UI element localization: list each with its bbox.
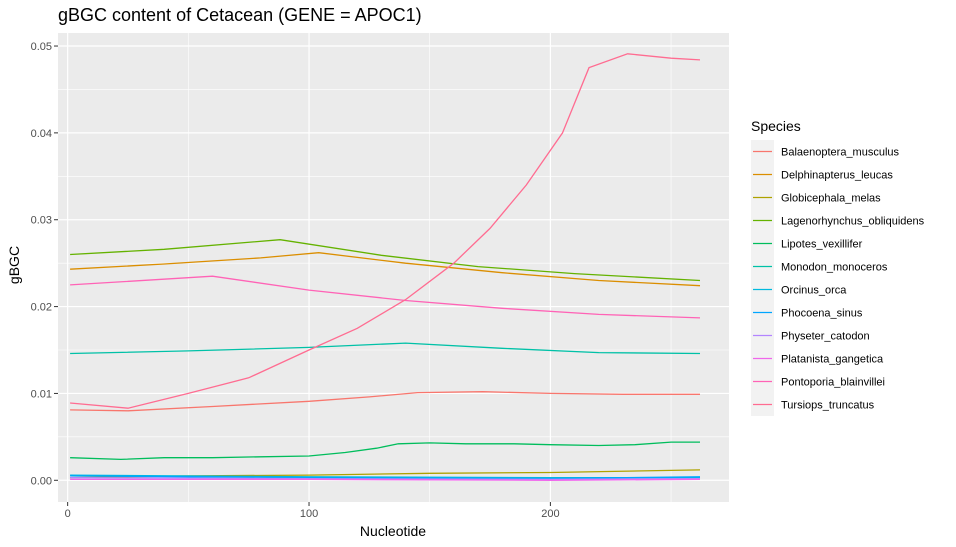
y-axis-title: gBGC: [6, 246, 22, 284]
legend-label: Delphinapterus_leucas: [781, 170, 893, 182]
legend-item: Globicephala_melas: [751, 186, 881, 209]
legend-label: Platanista_gangetica: [781, 354, 884, 366]
legend-label: Phocoena_sinus: [781, 308, 863, 320]
legend-item: Lipotes_vexillifer: [751, 232, 863, 255]
legend-label: Tursiops_truncatus: [781, 400, 875, 412]
legend-label: Lipotes_vexillifer: [781, 239, 863, 251]
plot-panel: [58, 33, 729, 502]
series-line-Physeter_catodon: [70, 477, 701, 481]
x-tick-label: 100: [300, 508, 318, 520]
legend-item: Orcinus_orca: [751, 278, 847, 301]
x-axis-title: Nucleotide: [360, 523, 426, 539]
legend-item: Platanista_gangetica: [751, 347, 884, 370]
y-tick-label: 0.01: [31, 388, 52, 400]
series-line-Monodon_monoceros: [70, 342, 701, 355]
y-tick-label: 0.04: [31, 128, 52, 140]
x-axis: 0 100 200: [65, 502, 560, 520]
series-line-Phocoena_sinus: [70, 475, 701, 480]
series-lines: [70, 53, 701, 481]
series-line-Delphinapterus_leucas: [70, 252, 701, 287]
series-line-Balaenoptera_musculus: [70, 391, 700, 412]
legend-title: Species: [751, 118, 801, 134]
series-line-Tursiops_truncatus: [70, 53, 701, 409]
legend-items: Balaenoptera_musculus Delphinapterus_leuc…: [751, 140, 925, 416]
legend-item: Tursiops_truncatus: [751, 393, 875, 416]
chart-title: gBGC content of Cetacean (GENE = APOC1): [58, 5, 422, 25]
series-line-Lipotes_vexillifer: [70, 441, 700, 461]
legend-label: Pontoporia_blainvillei: [781, 377, 885, 389]
x-tick-label: 0: [65, 508, 71, 520]
legend-label: Balaenoptera_musculus: [781, 147, 900, 159]
y-tick-label: 0.03: [31, 215, 52, 227]
y-tick-label: 0.02: [31, 302, 52, 314]
y-tick-label: 0.05: [31, 41, 52, 53]
series-line-Lagenorhynchus_obliquidens: [70, 239, 701, 282]
legend-label: Orcinus_orca: [781, 285, 847, 297]
legend-label: Monodon_monoceros: [781, 262, 888, 274]
series-line-Platanista_gangetica: [70, 478, 701, 481]
legend-item: Balaenoptera_musculus: [751, 140, 900, 163]
x-tick-label: 200: [541, 508, 559, 520]
y-axis: 0.00 0.01 0.02 0.03 0.04 0.05: [31, 41, 58, 487]
legend: Species Balaenoptera_musculus Delphinapte…: [751, 118, 925, 416]
legend-item: Physeter_catodon: [751, 324, 870, 347]
legend-label: Globicephala_melas: [781, 193, 881, 205]
legend-item: Phocoena_sinus: [751, 301, 863, 324]
legend-item: Pontoporia_blainvillei: [751, 370, 885, 393]
legend-label: Lagenorhynchus_obliquidens: [781, 216, 925, 228]
legend-label: Physeter_catodon: [781, 331, 870, 343]
legend-item: Delphinapterus_leucas: [751, 163, 893, 186]
legend-item: Monodon_monoceros: [751, 255, 888, 278]
legend-item: Lagenorhynchus_obliquidens: [751, 209, 925, 232]
series-line-Pontoporia_blainvillei: [70, 275, 701, 319]
y-tick-label: 0.00: [31, 475, 52, 487]
